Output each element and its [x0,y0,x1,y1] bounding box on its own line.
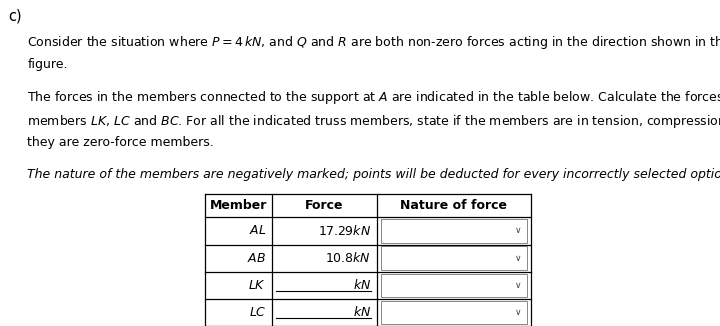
Text: $LK$: $LK$ [248,279,266,291]
Text: ∨: ∨ [515,308,522,317]
Text: ∨: ∨ [515,254,522,262]
Text: ∨: ∨ [515,227,522,235]
Text: figure.: figure. [27,58,68,71]
Bar [381,301,527,324]
Text: Force: Force [305,199,343,212]
Bar [381,219,527,243]
Text: Nature of force: Nature of force [400,199,508,212]
Text: The forces in the members connected to the support at $A$ are indicated in the t: The forces in the members connected to t… [27,89,720,106]
Text: $17.29 kN$: $17.29 kN$ [318,224,371,238]
Text: $kN$: $kN$ [353,305,371,319]
Text: ∨: ∨ [515,281,522,289]
Bar [381,274,527,297]
Text: c): c) [9,8,22,23]
Text: $AL$: $AL$ [249,225,266,237]
Text: $kN$: $kN$ [353,278,371,292]
Text: $10.8 kN$: $10.8 kN$ [325,251,371,265]
Text: $AB$: $AB$ [248,252,266,264]
Text: Member: Member [210,199,267,212]
Text: they are zero-force members.: they are zero-force members. [27,136,214,149]
Text: members $LK$, $LC$ and $BC$. For all the indicated truss members, state if the m: members $LK$, $LC$ and $BC$. For all the… [27,113,720,130]
Bar [381,246,527,270]
Text: Consider the situation where $P = 4\,kN$, and $Q$ and $R$ are both non-zero forc: Consider the situation where $P = 4\,kN$… [27,34,720,51]
Text: The nature of the members are negatively marked; points will be deducted for eve: The nature of the members are negatively… [27,168,720,181]
Text: $LC$: $LC$ [248,306,266,319]
